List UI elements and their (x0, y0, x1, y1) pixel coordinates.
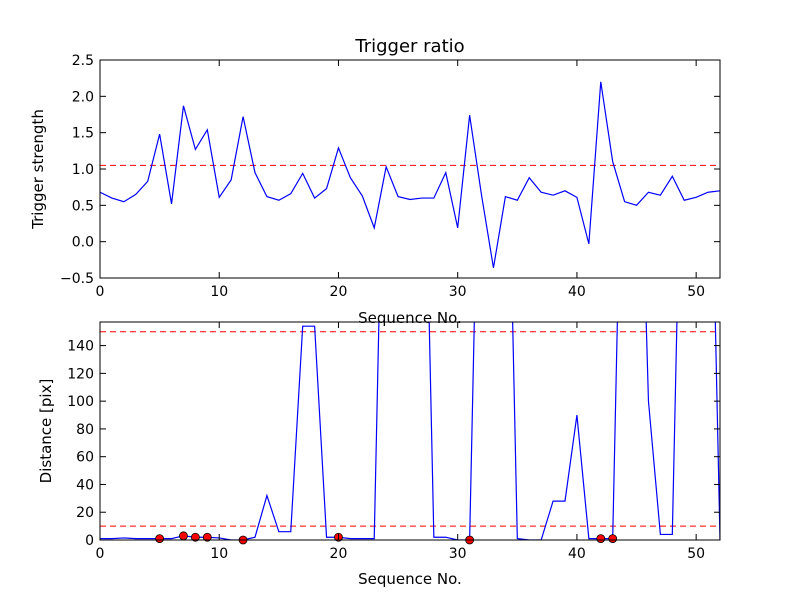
bottom-y-tick-label: 20 (76, 505, 94, 521)
bottom-series-layer (100, 322, 720, 545)
bottom-x-tick-label: 0 (96, 546, 105, 562)
bottom-y-tick-label: 0 (85, 533, 94, 549)
bottom-x-tick-label: 40 (568, 546, 586, 562)
top-x-tick-label: 20 (330, 284, 348, 300)
bottom-y-tick-label: 100 (67, 394, 94, 410)
top-y-tick-label: 2.0 (72, 89, 94, 105)
bottom-y-axis-label: Distance [pix] (37, 379, 55, 484)
bottom-marker-point (608, 534, 618, 544)
bottom-x-tick-label: 50 (687, 546, 705, 562)
bottom-marker-point (596, 534, 606, 544)
top-y-axis-label: Trigger strength (29, 109, 47, 230)
bottom-y-tick-label: 120 (67, 366, 94, 382)
top-y-tick-label: 1.0 (72, 162, 94, 178)
bottom-x-tick-label: 10 (210, 546, 228, 562)
top-series-layer (100, 81, 720, 268)
trigger-ratio-chart: Trigger ratio 0 10 20 30 40 50 −0.5 0.0 0.5 1.0 1.… (29, 36, 721, 327)
top-x-tick-label: 50 (687, 284, 705, 300)
bottom-y-tick-label: 140 (67, 339, 94, 355)
top-series-line (100, 81, 720, 268)
bottom-y-tick-label: 60 (76, 450, 94, 466)
bottom-marker-point (155, 534, 165, 544)
bottom-plot-area (100, 322, 720, 540)
bottom-y-tick-label: 40 (76, 477, 94, 493)
top-x-tick-label: 40 (568, 284, 586, 300)
top-plot-frame (99, 59, 721, 279)
bottom-marker-point (202, 532, 212, 542)
chart-title: Trigger ratio (354, 36, 464, 57)
top-y-tick-label: 0.0 (72, 235, 94, 251)
top-x-tick-label: 0 (96, 284, 105, 300)
top-x-axis-label: Sequence No. (358, 309, 462, 327)
bottom-marker-point (190, 532, 200, 542)
bottom-plot-frame (99, 321, 721, 541)
top-y-tick-label: 2.5 (72, 53, 94, 69)
bottom-tick-layer: 0 10 20 30 40 50 0 20 40 60 80 100 120 140 (67, 322, 720, 562)
bottom-x-tick-label: 20 (330, 546, 348, 562)
top-y-tick-label: −0.5 (60, 271, 94, 287)
distance-chart: 0 10 20 30 40 50 0 20 40 60 80 100 120 140 Sequence N… (37, 321, 721, 588)
bottom-marker-point (179, 531, 188, 541)
top-x-tick-label: 10 (210, 284, 228, 300)
bottom-x-tick-label: 30 (449, 546, 467, 562)
top-x-tick-label: 30 (449, 284, 467, 300)
top-plot-area (100, 81, 720, 268)
bottom-x-axis-label: Sequence No. (358, 570, 462, 588)
top-y-tick-label: 1.5 (72, 126, 94, 142)
bottom-series-line (100, 322, 720, 540)
top-y-tick-label: 0.5 (72, 198, 94, 214)
bottom-y-tick-label: 80 (76, 422, 94, 438)
